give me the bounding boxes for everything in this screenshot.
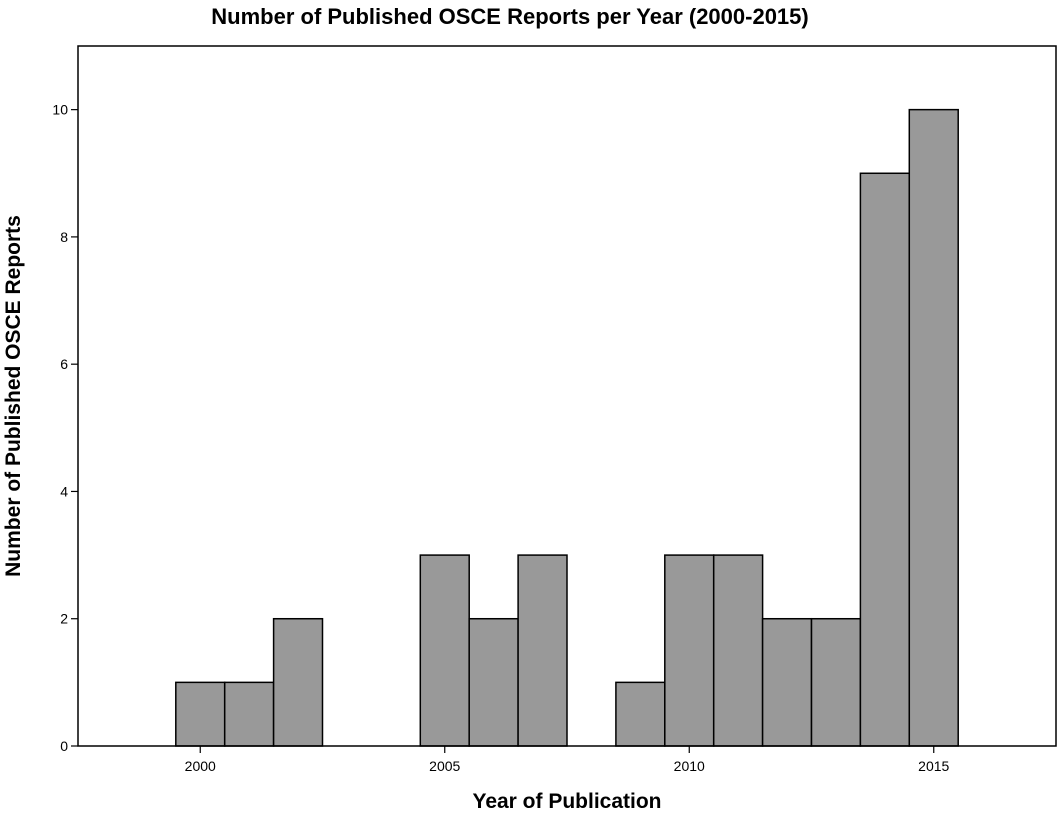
y-tick-label-2: 2	[60, 611, 68, 627]
bar-2005	[419, 554, 470, 747]
bar-2001	[223, 681, 275, 747]
y-tick-label-10: 10	[52, 102, 68, 118]
bar-2009	[615, 681, 666, 747]
x-axis-label: Year of Publication	[472, 790, 662, 813]
axes-group: 0 2 4 6 8 10 2000 2005 2010 2015	[52, 45, 1057, 774]
y-tick-label-4: 4	[60, 483, 68, 499]
x-tick-label-2010: 2010	[674, 758, 705, 774]
y-tick-label-0: 0	[60, 738, 68, 754]
bar-2006	[468, 617, 519, 747]
x-tick-label-2005: 2005	[429, 758, 460, 774]
chart-title: Number of Published OSCE Reports per Yea…	[211, 4, 809, 29]
bar-2000	[175, 681, 226, 747]
bar-2012	[761, 617, 813, 747]
y-tick-label-6: 6	[60, 356, 68, 372]
bar-2013	[810, 617, 862, 747]
bar-2015	[908, 108, 959, 747]
x-tick-label-2000: 2000	[185, 758, 216, 774]
bar-2002	[272, 617, 324, 747]
bar-2011	[712, 554, 764, 747]
bar-2014	[859, 172, 911, 747]
y-tick-label-8: 8	[60, 229, 68, 245]
x-tick-label-2015: 2015	[918, 758, 949, 774]
bars-group	[175, 108, 959, 747]
bar-2007	[517, 554, 568, 747]
plot-frame	[77, 45, 1057, 747]
bar-2010	[664, 554, 715, 747]
